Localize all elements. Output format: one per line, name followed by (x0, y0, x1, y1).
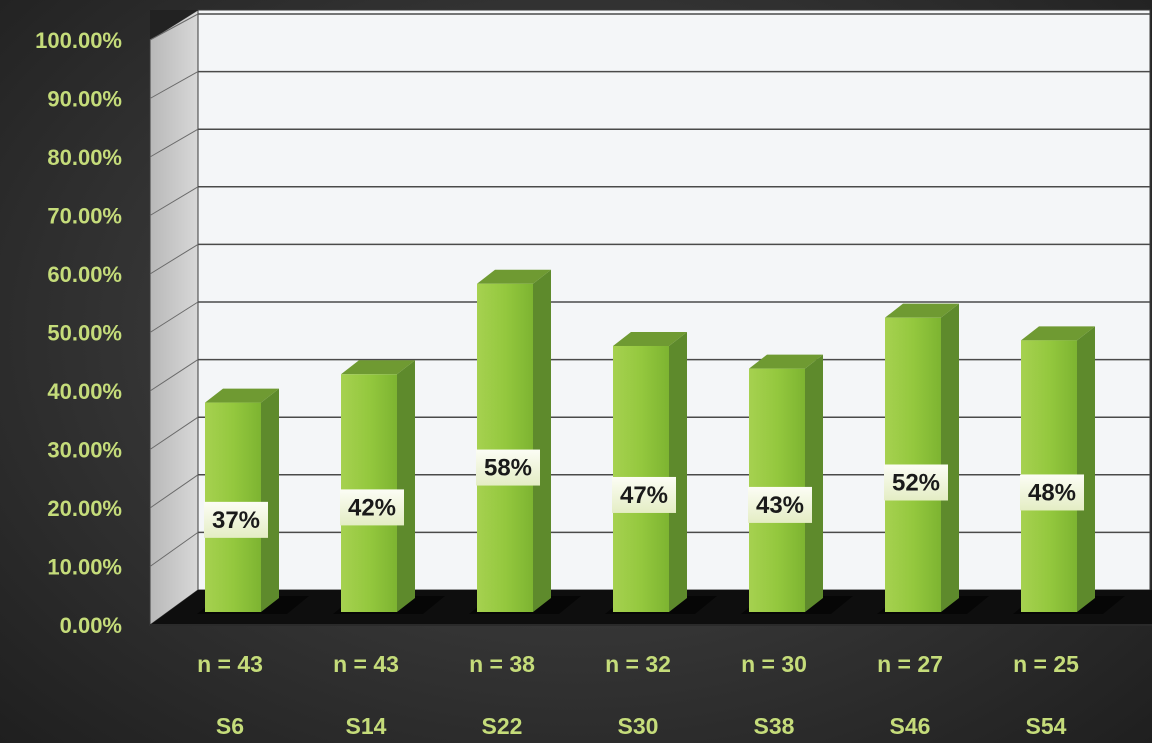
bar-top (205, 388, 279, 403)
bar-top (749, 354, 823, 369)
category-label: S46 (890, 713, 931, 739)
gridline-side (149, 474, 199, 509)
data-label: 43% (748, 486, 812, 523)
count-label: n = 32 (605, 651, 671, 677)
gridline-side (149, 128, 199, 158)
gridline-side (149, 531, 199, 567)
bar-top (477, 269, 551, 284)
data-label: 37% (204, 501, 268, 538)
gridline-side (149, 359, 199, 392)
y-tick-label: 20.00% (47, 496, 122, 521)
bar-side (261, 388, 279, 612)
gridline-side (149, 301, 199, 333)
bar-side (397, 360, 415, 612)
data-label-text: 43% (756, 492, 804, 519)
data-label-box (340, 489, 404, 526)
bar-top (613, 331, 687, 346)
y-tick-label: 30.00% (47, 438, 122, 463)
bar-side (805, 354, 823, 612)
gridline-side (149, 416, 199, 450)
data-label-box (884, 464, 948, 501)
gridline-side (149, 243, 199, 275)
y-axis-ticks: 0.00% 10.00% 20.00% 30.00% 40.00% 50.00% 60.00… (35, 28, 122, 638)
category-label: S22 (482, 713, 523, 739)
count-label: n = 27 (877, 651, 943, 677)
bar-top (885, 303, 959, 318)
data-label-box (476, 449, 540, 486)
data-label-text: 52% (892, 469, 940, 496)
data-label: 48% (1020, 474, 1084, 511)
bar-side (533, 269, 551, 612)
count-label: n = 30 (741, 651, 807, 677)
data-label-text: 48% (1028, 479, 1076, 506)
data-label-box (748, 486, 812, 523)
category-label: S6 (216, 713, 244, 739)
count-label: n = 43 (197, 651, 263, 677)
bar-side (1077, 326, 1095, 612)
category-label: S38 (754, 713, 795, 739)
y-tick-label: 40.00% (47, 379, 122, 404)
bar-top (1021, 326, 1095, 341)
category-labels: S6 S14 S22 S30 S38 S46 S54 (216, 713, 1067, 739)
data-label-text: 47% (620, 482, 668, 509)
data-label-box (1020, 474, 1084, 511)
count-label: n = 25 (1013, 651, 1079, 677)
bar-front (477, 283, 533, 612)
count-label: n = 43 (333, 651, 399, 677)
data-label-box (204, 501, 268, 538)
data-label-text: 58% (484, 455, 532, 482)
data-label: 47% (612, 476, 676, 513)
gridline-side (149, 13, 199, 41)
data-label-text: 37% (212, 507, 260, 534)
bar-side (941, 303, 959, 612)
plot-corner-shade (150, 10, 198, 40)
category-label: S54 (1026, 713, 1067, 739)
y-tick-label: 50.00% (47, 321, 122, 346)
y-tick-label: 0.00% (60, 613, 122, 638)
bar-top (341, 360, 415, 375)
count-label: n = 38 (469, 651, 535, 677)
gridline-side (149, 186, 199, 216)
bars: 37% 42% 58% 47% 43% 52% 48% (197, 269, 1125, 614)
y-tick-label: 90.00% (47, 87, 122, 112)
y-tick-label: 80.00% (47, 145, 122, 170)
y-tick-label: 100.00% (35, 28, 122, 53)
data-label-box (612, 476, 676, 513)
data-label: 52% (884, 464, 948, 501)
category-label: S30 (618, 713, 659, 739)
bar-S22 (469, 269, 581, 614)
data-label: 58% (476, 449, 540, 486)
gridline-side (149, 71, 199, 99)
data-label-text: 42% (348, 494, 396, 521)
y-tick-label: 10.00% (47, 555, 122, 580)
count-labels: n = 43 n = 43 n = 38 n = 32 n = 30 n = 27 n = … (197, 651, 1079, 677)
y-tick-label: 60.00% (47, 262, 122, 287)
y-tick-label: 70.00% (47, 204, 122, 229)
bar-side (669, 331, 687, 612)
data-label: 42% (340, 489, 404, 526)
category-label: S14 (346, 713, 387, 739)
